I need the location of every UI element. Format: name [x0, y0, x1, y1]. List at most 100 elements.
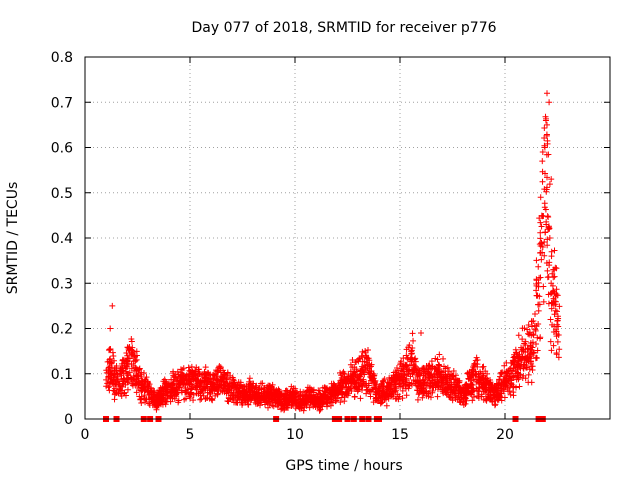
data-point [460, 399, 467, 406]
data-point [197, 396, 204, 403]
data-point [411, 364, 418, 371]
data-point [435, 361, 442, 368]
data-point [515, 359, 522, 366]
data-point [288, 383, 295, 390]
data-point [545, 151, 552, 158]
data-point [436, 351, 443, 358]
data-point [270, 403, 277, 410]
data-point [148, 385, 155, 392]
data-point [418, 381, 425, 388]
data-point [553, 291, 560, 298]
y-tick-label: 0.3 [51, 276, 73, 292]
data-point [401, 372, 408, 379]
data-point [397, 370, 404, 377]
data-point [347, 377, 354, 384]
data-point [515, 332, 522, 339]
data-point [359, 348, 366, 355]
data-point [536, 301, 543, 308]
data-point [140, 370, 147, 377]
data-point [143, 374, 150, 381]
data-point [241, 383, 248, 390]
data-point [538, 223, 545, 230]
data-point [547, 338, 554, 345]
data-point [138, 399, 145, 406]
data-point [409, 344, 416, 351]
data-point [393, 387, 400, 394]
data-point [519, 375, 526, 381]
data-point [519, 336, 526, 343]
data-point [403, 365, 410, 372]
chart-title: Day 077 of 2018, SRMTID for receiver p77… [191, 20, 496, 36]
data-point [546, 262, 553, 269]
data-point [304, 384, 311, 391]
data-point [243, 388, 250, 395]
data-point [470, 368, 477, 375]
data-point [541, 200, 548, 207]
data-point [133, 356, 140, 363]
data-point [406, 342, 413, 349]
data-point [469, 382, 476, 389]
data-point [204, 369, 211, 376]
data-point [419, 394, 426, 401]
data-point [544, 140, 551, 147]
data-point [552, 301, 559, 308]
data-point [360, 369, 367, 376]
data-point [546, 225, 553, 232]
data-point [554, 321, 561, 328]
data-point [174, 375, 181, 382]
data-point [351, 393, 358, 400]
data-point [554, 313, 561, 320]
data-point [528, 318, 535, 325]
data-point [276, 387, 283, 394]
data-point [474, 356, 481, 363]
data-point [498, 380, 505, 387]
data-point [128, 335, 135, 342]
data-point [334, 387, 341, 394]
data-point [370, 370, 377, 377]
data-point [520, 346, 527, 353]
data-point [371, 372, 378, 379]
data-point [106, 346, 113, 353]
data-point [525, 371, 532, 378]
data-point [514, 373, 521, 380]
data-point [440, 390, 447, 397]
data-point [276, 394, 283, 401]
data-point [254, 395, 261, 402]
data-point [409, 370, 416, 377]
data-point [485, 394, 492, 401]
data-point [440, 355, 447, 362]
data-point [432, 380, 439, 387]
data-point [528, 353, 535, 360]
data-point [534, 334, 541, 341]
data-point [214, 368, 221, 375]
data-point [546, 235, 553, 242]
data-point [303, 402, 310, 409]
data-point [313, 401, 320, 408]
x-tick-label: 5 [186, 427, 195, 443]
data-point [530, 331, 537, 338]
data-point [108, 359, 115, 366]
data-point [182, 395, 189, 402]
data-point [543, 218, 550, 225]
data-points [103, 90, 563, 414]
data-point [246, 375, 253, 382]
data-point [300, 407, 307, 414]
data-point [233, 399, 240, 406]
data-point [174, 368, 181, 375]
data-point [214, 390, 221, 397]
data-point [512, 346, 519, 353]
data-point [359, 366, 366, 373]
data-point [494, 396, 501, 403]
data-point [316, 387, 323, 394]
data-point [548, 248, 555, 255]
data-point [546, 181, 553, 188]
data-point [545, 214, 552, 221]
data-point [133, 348, 140, 355]
y-tick-label: 0.1 [51, 367, 73, 383]
data-point [269, 381, 276, 388]
data-point [393, 364, 400, 371]
data-point [436, 362, 443, 369]
data-point [553, 265, 560, 272]
data-point [447, 376, 454, 383]
data-point [107, 325, 114, 332]
